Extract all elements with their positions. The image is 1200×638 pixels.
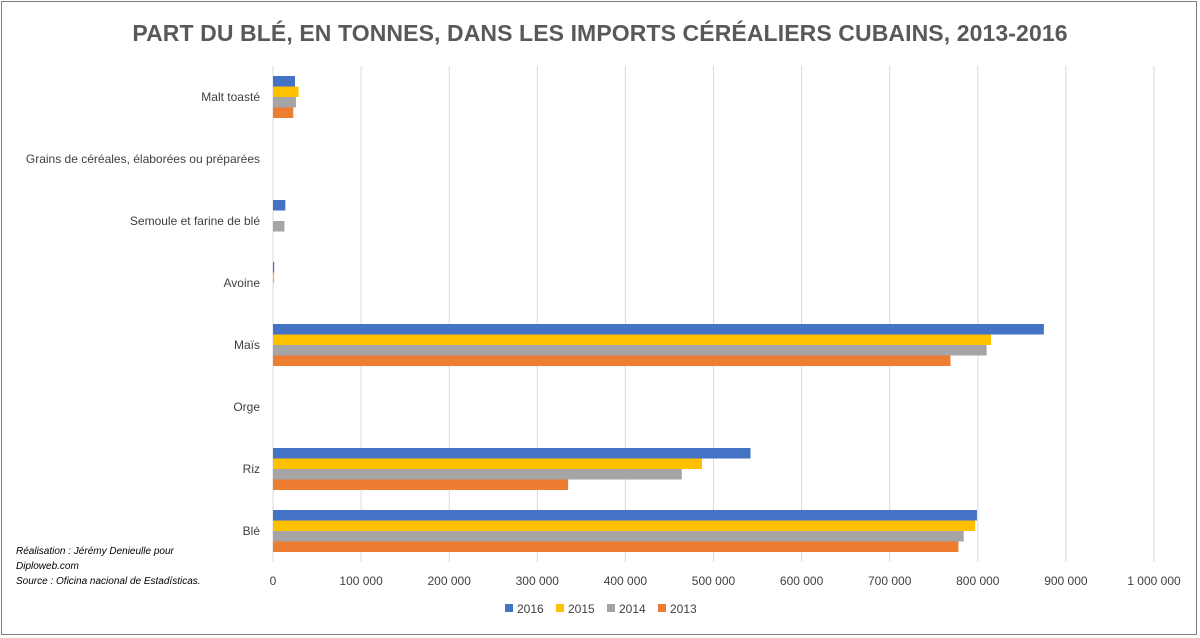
bar-2013 — [273, 355, 951, 366]
category-label: Avoine — [224, 276, 261, 290]
bar-2016 — [273, 448, 751, 459]
x-tick-labels: 0 100 000 200 000 300 000 400 000 500 000 600 … — [270, 574, 1181, 588]
gridlines — [272, 66, 1155, 562]
bar-2013 — [273, 479, 569, 490]
x-tick-label: 600 000 — [780, 574, 824, 588]
bar-2013 — [273, 541, 959, 552]
note-line-1: Réalisation : Jérémy Denieulle pour — [16, 546, 174, 557]
category-label: Blé — [243, 524, 261, 538]
note-line-3: Source : Oficina nacional de Estadística… — [16, 576, 201, 587]
bar-2013 — [273, 107, 294, 118]
x-tick-label: 400 000 — [604, 574, 648, 588]
category-label: Riz — [243, 462, 260, 476]
x-tick-label: 800 000 — [956, 574, 1000, 588]
bar-2016 — [273, 262, 275, 273]
bar-2014 — [273, 531, 964, 542]
x-tick-label: 500 000 — [692, 574, 736, 588]
bar-2015 — [273, 272, 275, 283]
bar-2015 — [273, 86, 299, 97]
category-label: Maïs — [234, 338, 260, 352]
bar-2014 — [273, 345, 987, 356]
bar-2016 — [273, 76, 296, 87]
category-label: Semoule et farine de blé — [130, 214, 260, 228]
legend-label-2014: 2014 — [619, 602, 646, 616]
x-tick-label: 1 000 000 — [1127, 574, 1181, 588]
x-tick-label: 100 000 — [339, 574, 383, 588]
bar-2016 — [273, 510, 977, 521]
x-tick-label: 200 000 — [428, 574, 472, 588]
legend-swatch-2013 — [658, 604, 666, 612]
legend-label-2016: 2016 — [517, 602, 544, 616]
legend-swatch-2014 — [607, 604, 615, 612]
category-label: Malt toasté — [201, 90, 260, 104]
bar-2016 — [273, 200, 286, 211]
bar-2014 — [273, 97, 296, 108]
legend: 2016 2015 2014 2013 — [505, 602, 697, 616]
bar-2015 — [273, 458, 703, 469]
bars — [273, 76, 1044, 552]
legend-swatch-2016 — [505, 604, 513, 612]
source-note: Réalisation : Jérémy Denieulle pour Dipl… — [16, 544, 201, 589]
category-labels: Malt toasté Grains de céréales, élaborées… — [26, 90, 260, 538]
bar-2016 — [273, 324, 1044, 335]
bar-2014 — [273, 221, 285, 232]
category-label: Grains de céréales, élaborées ou préparé… — [26, 152, 260, 166]
legend-swatch-2015 — [556, 604, 564, 612]
category-label: Orge — [233, 400, 260, 414]
bar-2014 — [273, 469, 682, 480]
chart-title: PART DU BLÉ, EN TONNES, DANS LES IMPORTS… — [132, 20, 1068, 46]
x-tick-label: 0 — [270, 574, 277, 588]
legend-label-2015: 2015 — [568, 602, 595, 616]
note-line-2: Diploweb.com — [16, 561, 79, 572]
x-tick-label: 900 000 — [1044, 574, 1088, 588]
bar-2015 — [273, 334, 992, 345]
x-tick-label: 700 000 — [868, 574, 912, 588]
legend-label-2013: 2013 — [670, 602, 697, 616]
bar-2015 — [273, 520, 976, 531]
x-tick-label: 300 000 — [516, 574, 560, 588]
